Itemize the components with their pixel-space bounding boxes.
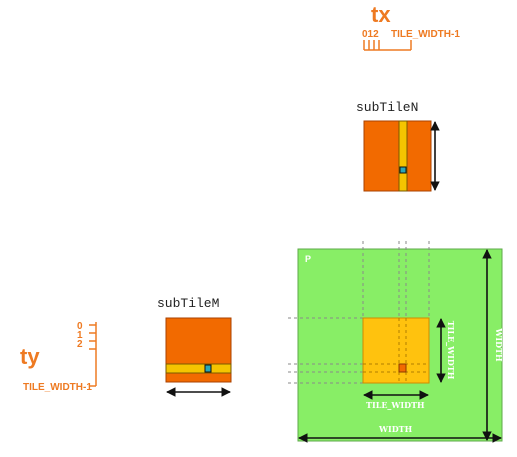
p-tile-width-side-label: TILE_WIDTH — [446, 321, 456, 380]
tx-label: tx — [371, 2, 391, 27]
p-width-bottom-label: WIDTH — [378, 424, 413, 434]
tx-ticks-label: 012 — [362, 29, 379, 40]
ty-group: 0 1 2 ty TILE_WIDTH-1 — [20, 321, 97, 393]
p-matrix-group: P TILE_WIDTH TILE_WIDTH WIDTH WIDTH — [288, 241, 504, 443]
subtile-n-label: subTileN — [356, 100, 418, 115]
ty-max-label: TILE_WIDTH-1 — [23, 382, 92, 393]
subtile-m-label: subTileM — [157, 296, 219, 311]
subtile-n-block — [363, 120, 432, 192]
subtile-m-strip — [165, 363, 232, 374]
p-subtile — [362, 317, 430, 384]
ty-tick-2-label: 2 — [77, 339, 83, 350]
subtile-m-group: subTileM — [157, 296, 232, 397]
subtile-n-strip — [398, 120, 408, 192]
tx-group: tx 012 TILE_WIDTH-1 — [362, 2, 460, 51]
p-guide-lines — [288, 241, 430, 384]
p-label: P — [305, 254, 311, 264]
ty-tick-marks — [89, 322, 97, 387]
p-width-side-label: WIDTH — [494, 327, 504, 362]
tx-max-label: TILE_WIDTH-1 — [391, 29, 460, 40]
ty-tick-0-label: 0 — [77, 321, 83, 332]
p-tile-width-bottom-label: TILE_WIDTH — [366, 400, 425, 410]
subtile-n-cell — [399, 166, 407, 174]
subtile-n-group: subTileN — [356, 100, 440, 192]
ty-tick-1-label: 1 — [77, 330, 83, 341]
subtile-m-cell — [204, 364, 212, 373]
ty-label: ty — [20, 344, 40, 369]
p-output-cell — [398, 363, 407, 373]
tx-tick-marks — [363, 40, 412, 51]
